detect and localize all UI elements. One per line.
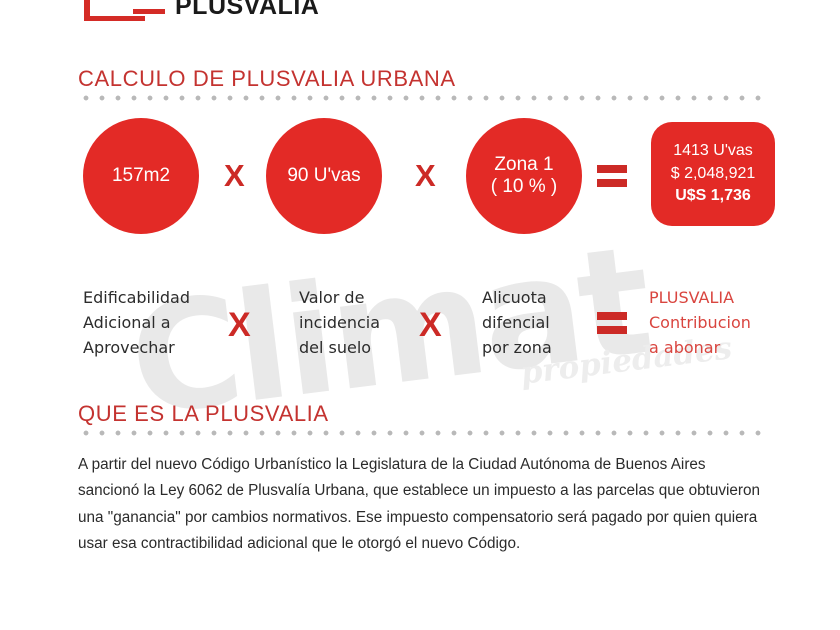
multiply-operator-1-icon: X xyxy=(224,158,245,193)
dotted-divider-calculo xyxy=(78,95,762,101)
body-paragraph: A partir del nuevo Código Urbanístico la… xyxy=(78,456,761,552)
multiply-operator-2-icon: X xyxy=(415,158,436,193)
dotted-divider-que-es xyxy=(78,430,762,436)
equals-bar-bottom-2 xyxy=(597,326,627,334)
formula-label-alicuota: Alicuota difencial por zona xyxy=(482,288,552,357)
equals-bar-top xyxy=(597,165,627,173)
brand-header: PLUSVALIA xyxy=(0,0,840,44)
multiply-operator-3-icon: X xyxy=(228,306,251,344)
formula-result-box: 1413 U'vas $ 2,048,921 U$S 1,736 xyxy=(651,122,775,226)
equals-operator-1-icon xyxy=(597,165,627,187)
formula-label-plusvalia-contribucion: PLUSVALIA Contribucion a abonar xyxy=(649,288,751,357)
formula-circle-zona: Zona 1 ( 10 % ) xyxy=(466,118,582,234)
formula-circle-uvas: 90 U'vas xyxy=(266,118,382,234)
result-uvas: 1413 U'vas xyxy=(673,141,753,159)
formula-circle-zona-value: Zona 1 ( 10 % ) xyxy=(490,153,558,197)
logo-angle-icon xyxy=(84,0,145,21)
equals-bar-bottom xyxy=(597,179,627,187)
formula-circle-area: 157m2 xyxy=(83,118,199,234)
formula-label-valor-incidencia: Valor de incidencia del suelo xyxy=(299,288,381,357)
result-usd: U$S 1,736 xyxy=(675,187,751,205)
equals-operator-2-icon xyxy=(597,312,627,334)
formula-circle-uvas-value: 90 U'vas xyxy=(287,164,361,186)
section-heading-que-es-la-plusvalia: QUE ES LA PLUSVALIA xyxy=(78,401,329,426)
result-pesos: $ 2,048,921 xyxy=(670,164,756,182)
logo-bar-icon xyxy=(133,9,165,14)
equals-bar-top-2 xyxy=(597,312,627,320)
multiply-operator-4-icon: X xyxy=(419,306,442,344)
formula-labels-row: Edificabilidad Adicional a Aprovechar X … xyxy=(0,286,840,364)
section-heading-calculo: CALCULO DE PLUSVALIA URBANA xyxy=(78,66,456,91)
formula-label-edificabilidad: Edificabilidad Adicional a Aprovechar xyxy=(83,288,190,357)
formula-row: 157m2 X 90 U'vas X Zona 1 ( 10 % ) 1413 … xyxy=(0,118,840,234)
formula-circle-area-value: 157m2 xyxy=(111,164,171,186)
brand-title: PLUSVALIA xyxy=(175,0,320,20)
